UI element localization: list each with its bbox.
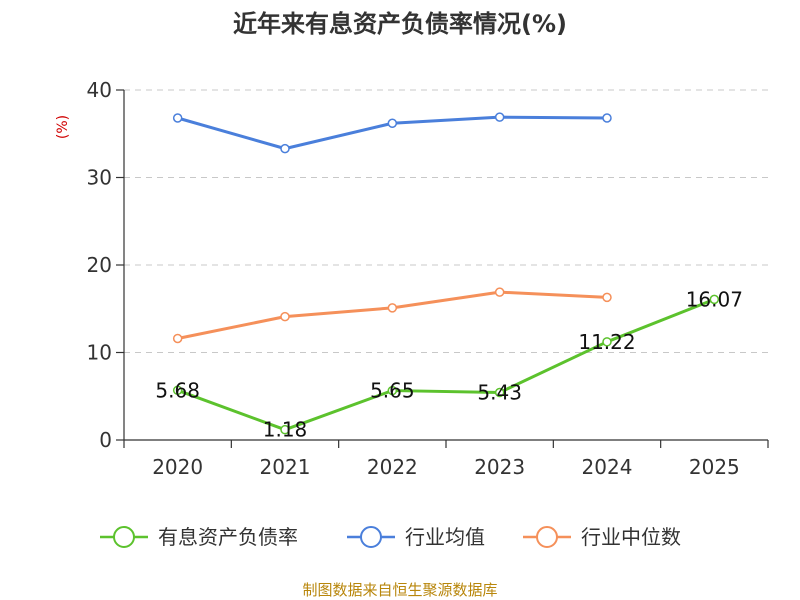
- x-tick-label: 2024: [582, 455, 633, 479]
- data-label: 16.07: [686, 287, 743, 311]
- series-line-0: [177, 297, 715, 432]
- legend-item: 有息资产负债率: [100, 525, 298, 549]
- legend-item: 行业均值: [347, 525, 485, 549]
- x-tick-label: 2021: [260, 455, 311, 479]
- data-point: [602, 113, 612, 123]
- legend-circle-marker: [113, 526, 135, 548]
- y-tick-label: 30: [87, 166, 112, 190]
- data-point: [387, 118, 398, 128]
- data-point: [602, 337, 612, 347]
- data-label: 1.18: [263, 418, 308, 442]
- data-point: [494, 112, 505, 122]
- data-point: [494, 287, 505, 297]
- legend-label: 行业中位数: [581, 525, 681, 549]
- data-point: [280, 424, 290, 435]
- data-point: [172, 385, 183, 396]
- data-point: [709, 294, 720, 305]
- y-tick-label: 40: [87, 78, 112, 102]
- legend-circle-marker: [536, 526, 558, 548]
- data-label: 5.43: [477, 380, 522, 404]
- y-tick-label: 0: [99, 428, 112, 452]
- data-label: 5.68: [155, 378, 200, 402]
- y-tick-label: 20: [87, 253, 112, 277]
- data-source-note: 制图数据来自恒生聚源数据库: [302, 581, 497, 599]
- x-tick-label: 2025: [689, 455, 740, 479]
- axes: 0 10 20 30 40 2020 2021 2022 2023 2024 2025: [87, 78, 769, 479]
- data-label: 11.22: [578, 330, 635, 354]
- y-axis-unit-label: (%): [55, 115, 71, 139]
- gridlines: [124, 89, 768, 353]
- chart-title: 近年来有息资产负债率情况(%): [233, 10, 567, 38]
- legend-item: 行业中位数: [523, 525, 681, 549]
- data-point: [172, 113, 183, 123]
- x-tick-label: 2023: [474, 455, 525, 479]
- data-point: [280, 311, 290, 322]
- legend-label: 行业均值: [405, 525, 485, 549]
- series-line-2: [177, 290, 608, 340]
- data-point: [602, 292, 612, 303]
- legend-label: 有息资产负债率: [158, 525, 298, 549]
- data-point: [172, 333, 183, 344]
- legend: 有息资产负债率 行业均值 行业中位数: [100, 525, 681, 549]
- x-tick-label: 2020: [152, 455, 203, 479]
- legend-circle-marker: [360, 526, 382, 548]
- series-group: [172, 112, 720, 435]
- y-tick-label: 10: [87, 341, 112, 365]
- data-point: [280, 143, 290, 154]
- data-label: 5.65: [370, 379, 415, 403]
- data-point: [494, 387, 505, 398]
- data-point: [387, 303, 398, 313]
- data-point: [387, 385, 398, 396]
- x-tick-label: 2022: [367, 455, 418, 479]
- data-labels: 5.68 1.18 5.65 5.43 11.22 16.07: [155, 287, 743, 441]
